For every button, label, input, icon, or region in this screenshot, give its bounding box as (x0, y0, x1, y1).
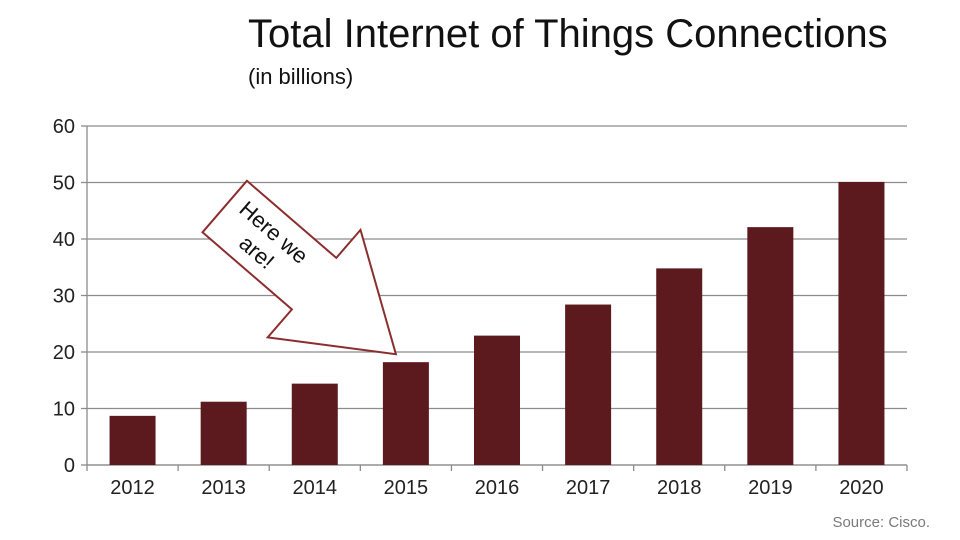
x-tick-label: 2018 (657, 477, 702, 499)
bar-2020 (838, 181, 885, 465)
x-tick-label: 2012 (110, 477, 155, 499)
x-tick-label: 2019 (748, 477, 793, 499)
bar-2018 (656, 268, 703, 465)
bar-2016 (474, 335, 520, 465)
bar-2014 (291, 383, 338, 465)
bar-2019 (747, 227, 794, 465)
bar-2013 (200, 401, 247, 465)
x-tick-label: 2013 (201, 477, 246, 499)
x-tick-label: 2015 (384, 477, 429, 499)
bar-2015 (382, 362, 429, 465)
y-tick-label: 20 (53, 342, 75, 364)
y-tick-label: 40 (53, 229, 75, 251)
callout-arrow (201, 179, 398, 356)
y-tick-label: 30 (53, 286, 75, 308)
x-tick-label: 2016 (475, 477, 520, 499)
source-note: Source: Cisco. (832, 514, 930, 531)
x-tick-label: 2014 (293, 477, 338, 499)
bar-2017 (565, 304, 612, 465)
y-tick-label: 10 (53, 399, 75, 421)
x-tick-label: 2020 (839, 477, 884, 499)
chart-subtitle: (in billions) (248, 64, 354, 89)
x-tick-label: 2017 (566, 477, 611, 499)
bar-2012 (109, 415, 156, 465)
y-tick-label: 50 (53, 173, 75, 195)
y-tick-label: 0 (64, 455, 75, 477)
chart-title: Total Internet of Things Connections (248, 12, 888, 56)
y-tick-label: 60 (53, 116, 75, 138)
